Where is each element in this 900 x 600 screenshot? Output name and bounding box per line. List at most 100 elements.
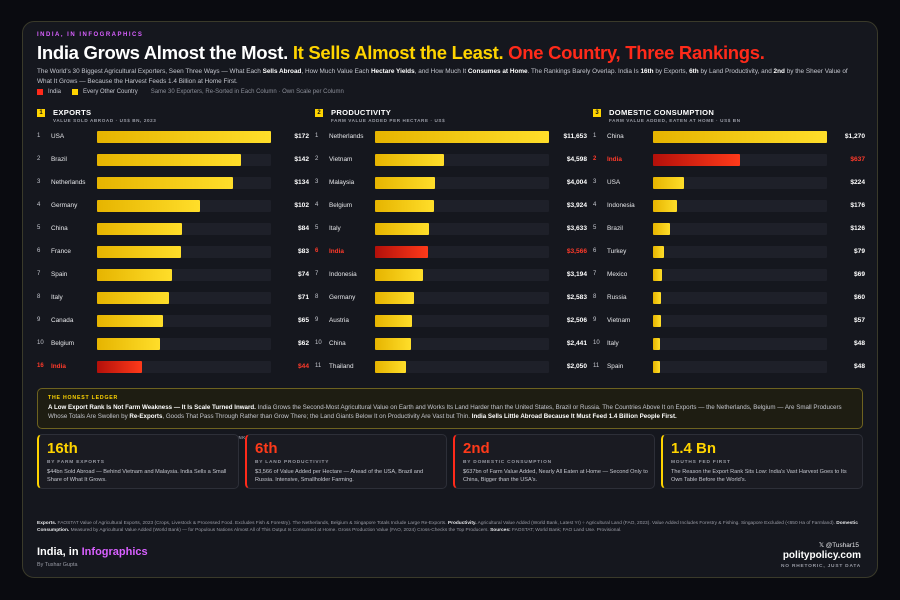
value-label: $69 <box>853 271 865 278</box>
bar-track <box>375 361 549 373</box>
rank-label: 1 <box>315 133 319 139</box>
value-label: $172 <box>294 133 309 140</box>
ledger-title: THE HONEST LEDGER <box>48 395 119 401</box>
bar-row: 9 Austria $2,506 <box>315 314 587 328</box>
bar-row: 3 Malaysia $4,004 <box>315 176 587 190</box>
bar-row: 8 Russia $60 <box>593 291 865 305</box>
rank-label: 5 <box>593 225 597 231</box>
bar <box>97 154 241 166</box>
bar-row: 6 France $83 <box>37 245 309 259</box>
bar-row: 1 China $1,270 <box>593 130 865 144</box>
bar-track <box>375 292 549 304</box>
bar-row: 16 India $44 <box>37 360 309 374</box>
infographic-card: INDIA, IN INFOGRAPHICS India Grows Almos… <box>22 21 878 578</box>
bar-track <box>653 269 827 281</box>
country-label: Spain <box>51 271 68 278</box>
rank-label: 4 <box>315 202 319 208</box>
bar-row: 5 Italy $3,633 <box>315 222 587 236</box>
exports-panel: 1 EXPORTS VALUE SOLD ABROAD · US$ BN, 2023… <box>37 108 309 440</box>
bar-row: 8 Germany $2,583 <box>315 291 587 305</box>
panel-title: PRODUCTIVITY <box>331 108 392 117</box>
country-label: France <box>51 248 71 255</box>
rank-label: 16 <box>37 363 44 369</box>
value-label: $2,506 <box>566 317 587 324</box>
bar-row: 8 Italy $71 <box>37 291 309 305</box>
bar <box>375 315 413 327</box>
bar-track <box>97 200 271 212</box>
bar <box>375 338 412 350</box>
bar-row: 9 Vietnam $57 <box>593 314 865 328</box>
bar-row: 5 China $84 <box>37 222 309 236</box>
bar-row: 7 Spain $74 <box>37 268 309 282</box>
panel-subtitle: FARM VALUE ADDED PER HECTARE · US$ <box>331 118 446 123</box>
bar <box>653 200 678 212</box>
legend: India Every Other Country Same 30 Export… <box>37 89 344 95</box>
rank-label: 11 <box>315 363 322 369</box>
bar-track <box>653 154 827 166</box>
bar-row: 2 India $637 <box>593 153 865 167</box>
bar-track <box>97 223 271 235</box>
country-label: Indonesia <box>329 271 357 278</box>
bar-row: 6 India $3,566 <box>315 245 587 259</box>
site-link[interactable]: politypolicy.com <box>782 550 861 561</box>
rank-label: 7 <box>593 271 597 277</box>
bar-track <box>375 338 549 350</box>
consumption-panel: 3 DOMESTIC CONSUMPTION FARM VALUE ADDED, E… <box>593 108 865 373</box>
bar-track <box>375 223 549 235</box>
bar-track <box>375 315 549 327</box>
rank-label: 9 <box>593 317 597 323</box>
value-label: $3,924 <box>566 202 587 209</box>
bar-track <box>653 131 827 143</box>
panel-header: 2 PRODUCTIVITY FARM VALUE ADDED PER HECTAR… <box>315 108 587 130</box>
bar-track <box>97 338 271 350</box>
bar-track <box>97 292 271 304</box>
bar-track <box>375 177 549 189</box>
bar <box>97 177 233 189</box>
bar-track <box>653 361 827 373</box>
value-label: $65 <box>297 317 309 324</box>
rank-label: 10 <box>593 340 600 346</box>
stat-value: 6th <box>255 440 278 457</box>
stat-value: 2nd <box>463 440 490 457</box>
rank-label: 9 <box>315 317 319 323</box>
rank-label: 8 <box>315 294 319 300</box>
rank-label: 4 <box>593 202 597 208</box>
rank-label: 6 <box>37 248 41 254</box>
rank-label: 8 <box>37 294 41 300</box>
bar-row: 4 Indonesia $176 <box>593 199 865 213</box>
bar <box>653 223 671 235</box>
value-label: $3,633 <box>566 225 587 232</box>
country-label: Canada <box>51 317 74 324</box>
bar <box>653 361 660 373</box>
bar-track <box>375 200 549 212</box>
bar-track <box>653 338 827 350</box>
bar <box>97 131 271 143</box>
value-label: $48 <box>853 340 865 347</box>
panel-header: 1 EXPORTS VALUE SOLD ABROAD · US$ BN, 2023 <box>37 108 309 130</box>
value-label: $79 <box>853 248 865 255</box>
bar-track <box>375 269 549 281</box>
value-label: $57 <box>853 317 865 324</box>
bar <box>653 338 660 350</box>
bar <box>653 269 663 281</box>
rank-label: 2 <box>315 156 319 162</box>
country-label: Russia <box>607 294 627 301</box>
bar-row: 10 Belgium $62 <box>37 337 309 351</box>
country-label: Germany <box>51 202 78 209</box>
rank-label: 10 <box>37 340 44 346</box>
bar-track <box>97 154 271 166</box>
legend-swatch-other <box>72 89 79 95</box>
bar <box>97 223 182 235</box>
bar-india <box>653 154 741 166</box>
rank-label: 3 <box>593 179 597 185</box>
bar-track <box>653 223 827 235</box>
bar-row: 3 Netherlands $134 <box>37 176 309 190</box>
social-handle[interactable]: 𝕏 @Tushar15 <box>818 542 859 549</box>
stat-label: BY LAND PRODUCTIVITY <box>255 460 330 465</box>
stat-desc: The Reason the Export Rank Sits Low: Ind… <box>671 469 847 483</box>
bar-track <box>653 177 827 189</box>
byline: By Tushar Gupta <box>37 562 78 568</box>
value-label: $102 <box>294 202 309 209</box>
value-label: $2,441 <box>566 340 587 347</box>
country-label: Vietnam <box>329 156 353 163</box>
